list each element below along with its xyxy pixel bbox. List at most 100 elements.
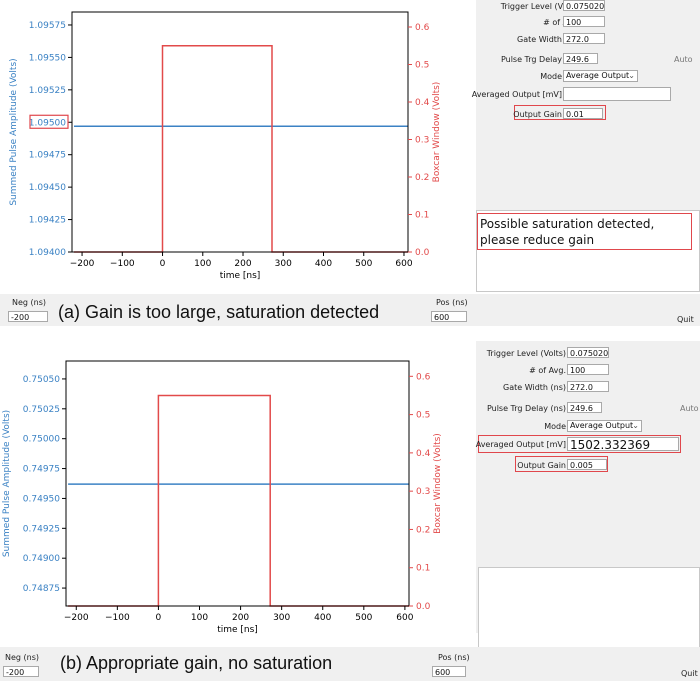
y-tick-label: 0.74975	[23, 465, 60, 475]
y-tick-label: 1.09550	[29, 53, 66, 63]
pulse-delay-label: Pulse Trg Delay (ns)	[500, 55, 580, 64]
x-tick-label: 500	[355, 259, 372, 269]
output-gain-label: Output Gain	[517, 461, 566, 470]
avg-output-label: Averaged Output [mV]	[471, 90, 562, 99]
y-right-tick-label: 0.2	[415, 173, 429, 183]
x-tick-label: 200	[232, 613, 249, 623]
panel-b: −200 −100 0 100 200 300 400 500 600 0.74875 0.7490…	[0, 341, 700, 681]
y-tick-label: 0.74900	[23, 554, 60, 564]
y-tick-label: 0.74875	[23, 584, 60, 594]
x-tick-label: 300	[275, 259, 292, 269]
y-tick-label: 0.74925	[23, 524, 60, 534]
bottom-bar: Neg (ns) -200 (b) Appropriate gain, no s…	[0, 647, 700, 681]
auto-button[interactable]: Auto	[680, 404, 699, 413]
auto-button[interactable]: Auto	[674, 55, 693, 64]
y-tick-label: 0.75050	[23, 375, 60, 385]
y-tick-label: 1.09450	[29, 183, 66, 193]
bottom-bar: Neg (ns) -200 (a) Gain is too large, sat…	[0, 294, 700, 326]
y-tick-label: 0.75000	[23, 435, 60, 445]
x-tick-label: 300	[273, 613, 290, 623]
avg-count-label: # of Avg.	[543, 18, 580, 27]
avg-count-label: # of Avg.	[529, 366, 566, 375]
output-gain-label: Output Gain	[513, 110, 562, 119]
avg-count-field[interactable]: 100	[563, 16, 605, 27]
y-tick-label: 1.09575	[29, 21, 66, 31]
mode-select[interactable]: Average Output ⌄	[567, 420, 642, 432]
y-right-tick-label: 0.0	[416, 602, 431, 612]
pos-label: Pos (ns)	[436, 298, 468, 307]
pulse-chart: −200 −100 0 100 200 300 400 500 600 0.74875 0.7490…	[2, 360, 443, 635]
y-right-axis-label: Boxcar Window (Volts)	[432, 82, 442, 183]
x-tick-label: −100	[105, 613, 130, 623]
output-gain-field[interactable]: 0.01	[563, 108, 603, 119]
gate-width-field[interactable]: 272.0	[567, 381, 609, 392]
gate-width-label: Gate Width (ns)	[503, 383, 566, 392]
y-tick-label: 0.75025	[23, 405, 60, 415]
y-axis-label: Summed Pulse Amplitude (Volts)	[9, 58, 19, 205]
y-right-axis-label: Boxcar Window (Volts)	[433, 433, 443, 534]
y-right-tick-label: 0.6	[416, 372, 431, 382]
x-tick-label: 0	[160, 259, 166, 269]
mode-select[interactable]: Average Output ⌄	[563, 70, 638, 82]
x-tick-label: 400	[315, 259, 332, 269]
boxcar-series-line	[74, 45, 408, 253]
saturation-message: Possible saturation detected, please red…	[480, 217, 655, 247]
panel-a: −200 −100 0 100 200 300 400 500 600 1.09400 1.0942…	[0, 0, 700, 340]
x-axis-label: time [ns]	[217, 625, 258, 635]
chevron-down-icon: ⌄	[632, 421, 639, 430]
highlighted-tick-box	[29, 114, 69, 129]
trigger-level-field[interactable]: 0.0750208	[563, 0, 605, 11]
avg-output-field[interactable]: 1502.332369	[567, 437, 679, 451]
neg-field[interactable]: -200	[8, 311, 48, 322]
x-tick-label: −200	[70, 259, 95, 269]
highlight-box	[514, 105, 606, 120]
neg-label: Neg (ns)	[5, 653, 40, 662]
quit-button[interactable]: Quit	[677, 315, 694, 324]
avg-output-field[interactable]	[563, 87, 671, 101]
mode-label: Mode	[540, 72, 562, 81]
pos-field[interactable]: 600	[432, 666, 466, 677]
mode-select-value: Average Output	[570, 421, 634, 430]
pos-label: Pos (ns)	[438, 653, 470, 662]
y-right-tick-label: 0.4	[416, 449, 431, 459]
neg-field[interactable]: -200	[3, 666, 39, 677]
y-right-tick-label: 0.4	[415, 98, 430, 108]
y-axis-label: Summed Pulse Amplitude (Volts)	[2, 410, 12, 557]
trigger-level-field[interactable]: 0.0750208	[567, 347, 609, 358]
pulse-delay-field[interactable]: 249.6	[567, 402, 602, 413]
pulse-chart: −200 −100 0 100 200 300 400 500 600 1.09400 1.0942…	[9, 11, 442, 281]
x-axis-label: time [ns]	[220, 271, 261, 281]
y-right-tick-label: 0.1	[415, 211, 429, 221]
x-tick-label: 200	[234, 259, 251, 269]
y-right-tick-label: 0.6	[415, 23, 430, 33]
y-right-tick-label: 0.3	[415, 136, 429, 146]
y-right-tick-label: 0.5	[416, 411, 430, 421]
pos-field[interactable]: 600	[431, 311, 467, 322]
output-gain-field[interactable]: 0.005	[567, 459, 607, 470]
y-right-tick-label: 0.1	[416, 564, 430, 574]
neg-label: Neg (ns)	[12, 298, 47, 307]
plot-area: −200 −100 0 100 200 300 400 500 600 1.09400 1.0942…	[0, 0, 480, 295]
gain-highlight-box	[515, 456, 608, 472]
trigger-level-label: Trigger Level (Volts)	[500, 2, 580, 11]
control-sidebar: Trigger Level (Volts) 0.0750208 # of Avg…	[472, 0, 700, 292]
message-box	[478, 567, 700, 651]
x-tick-label: −100	[110, 259, 135, 269]
avg-output-label: Averaged Output [mV]	[475, 440, 566, 449]
y-tick-label: 1.09425	[29, 216, 66, 226]
x-tick-label: 100	[191, 613, 208, 623]
boxcar-series-line	[68, 394, 409, 607]
highlight-box	[478, 435, 681, 453]
x-tick-label: 0	[156, 613, 162, 623]
trigger-level-label: Trigger Level (Volts)	[486, 349, 566, 358]
chevron-down-icon: ⌄	[628, 71, 635, 80]
pulse-delay-field[interactable]: 249.6	[563, 53, 598, 64]
gate-width-field[interactable]: 272.0	[563, 33, 605, 44]
mode-select-value: Average Output	[566, 71, 630, 80]
quit-button[interactable]: Quit	[681, 669, 698, 678]
y-right-tick-label: 0.5	[415, 61, 429, 71]
y-right-tick-label: 0.0	[415, 248, 430, 258]
y-tick-label: 1.09525	[29, 86, 66, 96]
control-sidebar: Trigger Level (Volts) 0.0750208 # of Avg…	[475, 341, 700, 651]
avg-count-field[interactable]: 100	[567, 364, 609, 375]
